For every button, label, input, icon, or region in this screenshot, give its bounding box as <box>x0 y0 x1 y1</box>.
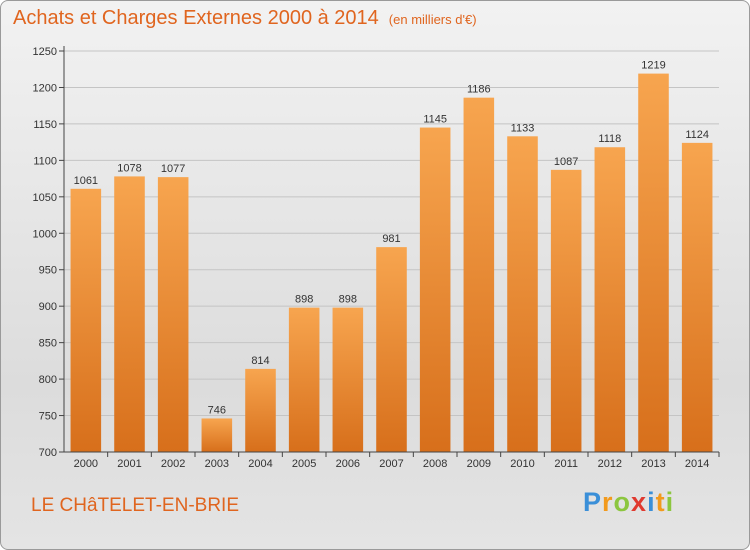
bar-value-label: 814 <box>251 355 269 367</box>
bar-value-label: 1219 <box>641 60 665 72</box>
y-tick-label: 1100 <box>33 155 57 167</box>
bar <box>70 188 102 452</box>
y-tick-label: 900 <box>39 301 57 313</box>
logo-letter: x <box>631 487 648 517</box>
bar <box>245 368 276 452</box>
bar <box>114 176 145 453</box>
y-tick-label: 1200 <box>33 82 57 94</box>
bar-value-label: 1077 <box>161 163 185 175</box>
logo-letter: o <box>613 487 632 517</box>
bar <box>376 247 407 452</box>
bar-value-label: 1061 <box>74 175 98 187</box>
x-tick-label: 2003 <box>205 458 229 470</box>
x-tick-label: 2005 <box>292 458 316 470</box>
y-tick-label: 950 <box>39 265 57 277</box>
x-tick-label: 2009 <box>467 458 491 470</box>
x-tick-label: 2004 <box>248 458 272 470</box>
bar-value-label: 1078 <box>117 162 141 174</box>
y-tick-label: 750 <box>39 411 57 423</box>
x-tick-label: 2002 <box>161 458 185 470</box>
bar <box>507 136 538 452</box>
chart-title: Achats et Charges Externes 2000 à 2014 (e… <box>13 7 477 30</box>
bar-value-label: 1145 <box>423 114 447 126</box>
bar-value-label: 981 <box>382 233 400 245</box>
x-tick-label: 2014 <box>685 458 709 470</box>
y-tick-label: 850 <box>39 338 57 350</box>
bar-value-label: 1124 <box>685 129 709 141</box>
bar <box>419 127 451 453</box>
x-tick-label: 2008 <box>423 458 447 470</box>
logo-letter: r <box>602 487 614 517</box>
x-tick-label: 2012 <box>598 458 622 470</box>
bar-value-label: 1087 <box>554 156 578 168</box>
x-tick-label: 2011 <box>554 458 578 470</box>
bar-value-label: 1118 <box>598 133 621 145</box>
bar <box>594 147 626 453</box>
bar <box>288 307 320 452</box>
axes: 700 750 800 850 900 950 1000 1050 1100 1150 1200 12… <box>33 46 720 470</box>
logo-letter: i <box>665 487 675 517</box>
bar <box>157 177 189 452</box>
bar-value-label: 898 <box>295 294 313 306</box>
bar <box>463 97 495 453</box>
x-tick-label: 2007 <box>379 458 403 470</box>
y-tick-label: 1150 <box>33 119 57 131</box>
y-tick-label: 800 <box>39 374 57 386</box>
bar-value-label: 1186 <box>467 84 491 96</box>
proxiti-logo: Proxiti <box>583 487 674 518</box>
y-tick-label: 1050 <box>33 192 57 204</box>
bar <box>201 418 233 452</box>
city-name: LE CHâTELET-EN-BRIE <box>31 495 239 516</box>
y-tick-label: 1250 <box>33 46 57 58</box>
x-tick-label: 2010 <box>510 458 534 470</box>
chart-subtitle: (en milliers d'€) <box>388 12 477 27</box>
bar-value-label: 1133 <box>511 122 535 134</box>
bars <box>70 73 713 453</box>
bar-value-label: 746 <box>208 404 226 416</box>
bar-value-label: 898 <box>339 294 357 306</box>
x-tick-label: 2000 <box>74 458 98 470</box>
x-tick-label: 2013 <box>641 458 665 470</box>
y-tick-label: 700 <box>39 447 57 459</box>
x-tick-label: 2001 <box>117 458 141 470</box>
y-tick-label: 1000 <box>33 228 57 240</box>
bar <box>550 169 582 453</box>
bar <box>681 142 713 452</box>
logo-letter: i <box>647 487 656 517</box>
x-tick-label: 2006 <box>336 458 360 470</box>
bar <box>638 73 669 453</box>
logo-letter: P <box>583 487 603 517</box>
logo-letter: t <box>655 487 666 517</box>
bar <box>332 307 364 452</box>
chart-title-text: Achats et Charges Externes 2000 à 2014 <box>13 7 379 29</box>
